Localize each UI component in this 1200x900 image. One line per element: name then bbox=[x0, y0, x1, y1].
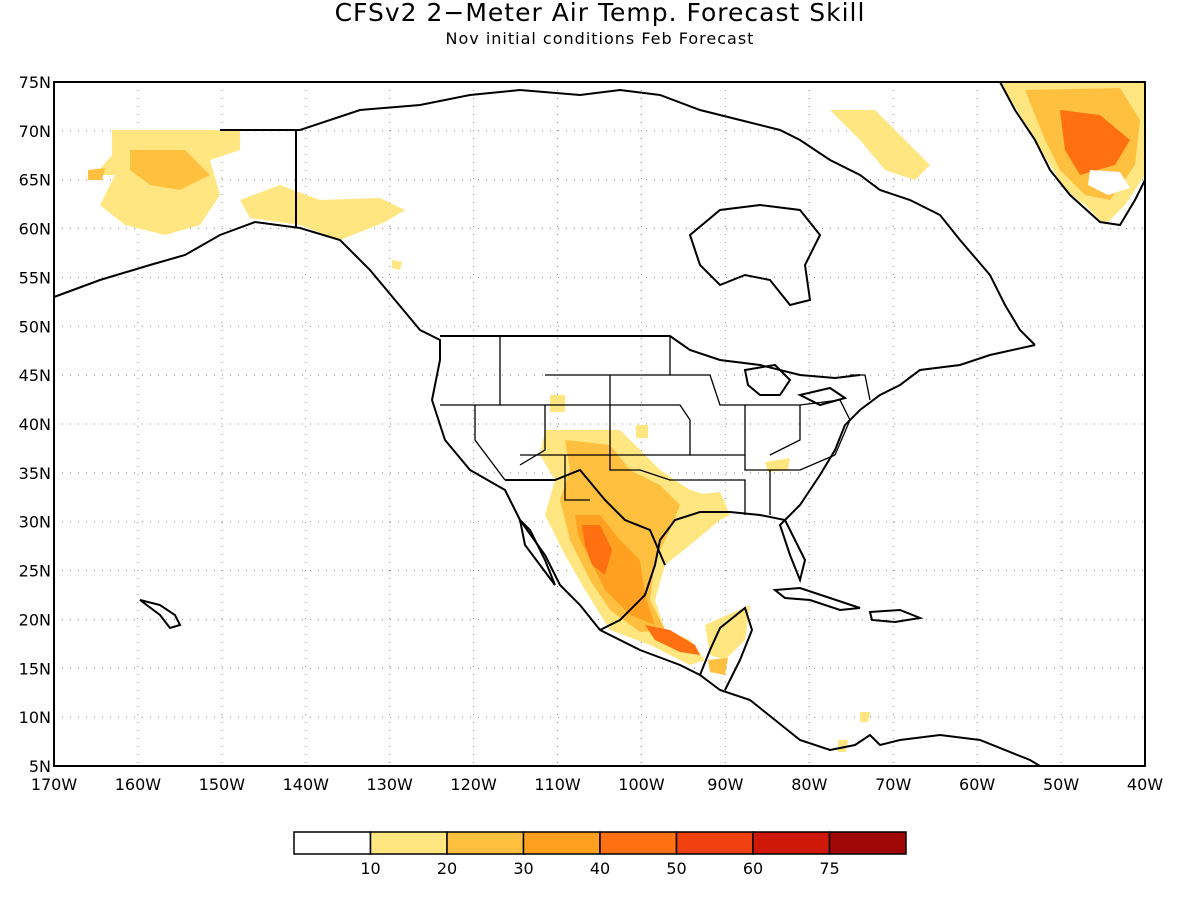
lon-label: 150W bbox=[199, 775, 246, 794]
greenland-coastline bbox=[999, 82, 1145, 227]
gulf-coastline bbox=[599, 344, 1036, 631]
lat-label: 40N bbox=[19, 415, 51, 434]
lat-label: 50N bbox=[19, 317, 51, 336]
lat-label: 65N bbox=[19, 171, 51, 190]
skill-region-alaska-small bbox=[88, 168, 105, 180]
lon-label: 120W bbox=[450, 775, 497, 794]
skill-region-yukon bbox=[240, 185, 405, 240]
colorbar-swatch bbox=[599, 831, 678, 855]
lat-label: 70N bbox=[19, 122, 51, 141]
lat-label: 75N bbox=[19, 73, 51, 92]
skill-shading bbox=[88, 82, 1145, 752]
arctic-coastline bbox=[220, 88, 1036, 346]
skill-region-bc-dot bbox=[392, 260, 402, 270]
lat-label: 30N bbox=[19, 513, 51, 532]
great-lakes bbox=[743, 363, 848, 407]
lon-label: 160W bbox=[115, 775, 162, 794]
colorbar-swatch bbox=[675, 831, 754, 855]
hudson-bay bbox=[688, 203, 822, 307]
lon-label: 130W bbox=[367, 775, 414, 794]
us-mexico-border bbox=[505, 468, 666, 566]
colorbar-swatch bbox=[752, 831, 831, 855]
lon-label: 170W bbox=[31, 775, 78, 794]
plot-frame bbox=[53, 81, 1146, 767]
baja-california bbox=[518, 516, 556, 586]
lat-label: 10N bbox=[19, 708, 51, 727]
lat-label: 25N bbox=[19, 562, 51, 581]
skill-region-baffin bbox=[830, 110, 930, 180]
colorbar-label: 60 bbox=[743, 859, 763, 878]
skill-region-southwest-mid bbox=[560, 440, 680, 632]
colorbar-label: 40 bbox=[590, 859, 610, 878]
state-boundaries bbox=[440, 336, 871, 515]
colorbar-labels: 10 20 30 40 50 60 75 bbox=[360, 859, 839, 878]
map-title: CFSv2 2−Meter Air Temp. Forecast Skill bbox=[334, 0, 866, 27]
colorbar-label: 30 bbox=[513, 859, 533, 878]
hawaii bbox=[139, 599, 182, 630]
colorbar-swatch bbox=[828, 831, 907, 855]
lat-label: 35N bbox=[19, 464, 51, 483]
skill-region-greenland-hole bbox=[1088, 170, 1130, 195]
skill-region-mexico-peak bbox=[582, 525, 612, 575]
lon-label: 140W bbox=[283, 775, 330, 794]
lat-label: 15N bbox=[19, 659, 51, 678]
lon-label: 60W bbox=[959, 775, 995, 794]
lon-label: 80W bbox=[791, 775, 827, 794]
canada-us-border bbox=[440, 335, 861, 380]
skill-region-colombia bbox=[838, 740, 848, 752]
colorbar-swatch bbox=[369, 831, 448, 855]
latitude-labels: 75N 70N 65N 60N 55N 50N 45N 40N 35N 30N 25N 20N 15N 1… bbox=[19, 73, 51, 776]
skill-region-guatemala bbox=[708, 658, 728, 675]
skill-region-kansas bbox=[636, 425, 648, 438]
colorbar-label: 75 bbox=[819, 859, 839, 878]
skill-region-yucatan bbox=[705, 605, 750, 660]
colorbar-label: 50 bbox=[666, 859, 686, 878]
lon-label: 90W bbox=[707, 775, 743, 794]
hispaniola bbox=[868, 608, 924, 624]
skill-region-louisiana bbox=[690, 492, 730, 525]
skill-region-georgia bbox=[765, 458, 790, 472]
map-subtitle: Nov initial conditions Feb Forecast bbox=[445, 29, 755, 48]
colorbar-label: 20 bbox=[437, 859, 457, 878]
lon-label: 50W bbox=[1043, 775, 1079, 794]
coastlines bbox=[54, 82, 1145, 766]
skill-region-utah bbox=[550, 395, 565, 412]
lat-label: 45N bbox=[19, 366, 51, 385]
lon-label: 40W bbox=[1127, 775, 1163, 794]
skill-region-alaska-inner bbox=[130, 150, 210, 190]
north-america-coastline bbox=[54, 220, 1041, 766]
longitude-labels: 170W 160W 150W 140W 130W 120W 110W 100W 90W 80W 70… bbox=[31, 775, 1163, 794]
skill-region-greenland-core bbox=[1060, 110, 1130, 175]
yucatan-coastline bbox=[699, 606, 754, 691]
skill-region-isthmus bbox=[645, 625, 700, 655]
lon-label: 100W bbox=[618, 775, 665, 794]
colorbar-swatch bbox=[446, 831, 525, 855]
colorbar-swatch bbox=[293, 831, 372, 855]
lat-lon-grid bbox=[54, 82, 1145, 766]
lat-label: 55N bbox=[19, 268, 51, 287]
lon-label: 70W bbox=[875, 775, 911, 794]
skill-region-caribbean bbox=[860, 712, 870, 722]
colorbar bbox=[293, 831, 907, 855]
lat-label: 20N bbox=[19, 610, 51, 629]
lat-label: 5N bbox=[29, 757, 51, 776]
colorbar-label: 10 bbox=[360, 859, 380, 878]
colorbar-swatch bbox=[522, 831, 601, 855]
lon-label: 110W bbox=[534, 775, 581, 794]
cuba bbox=[772, 586, 861, 612]
lat-label: 60N bbox=[19, 220, 51, 239]
